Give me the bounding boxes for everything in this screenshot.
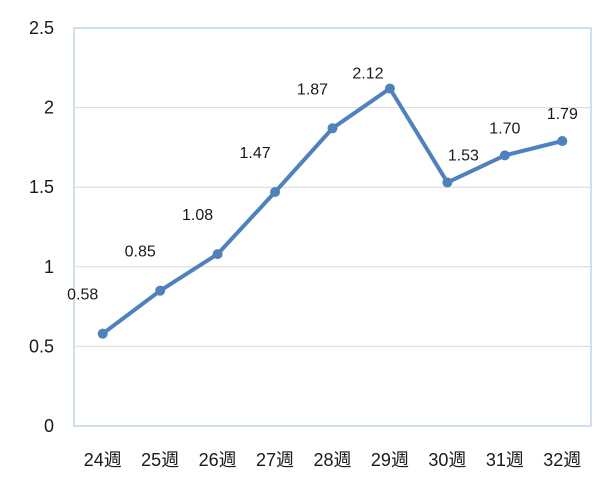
y-tick-label: 0.5 [29, 336, 54, 356]
y-tick-label: 2 [44, 98, 54, 118]
data-label: 1.70 [489, 120, 520, 137]
data-point [97, 328, 108, 339]
markers-group [97, 83, 568, 339]
data-label: 1.87 [297, 81, 328, 98]
x-tick-label: 32週 [543, 450, 581, 470]
x-tick-label: 27週 [256, 450, 294, 470]
data-label: 1.47 [239, 145, 270, 162]
data-point [384, 83, 395, 94]
plot-area [73, 27, 592, 427]
gridlines [74, 107, 591, 347]
data-point [499, 150, 510, 161]
y-tick-label: 0 [44, 416, 54, 436]
data-label: 0.58 [67, 287, 98, 304]
data-label: 1.53 [448, 147, 479, 164]
y-axis: 0 0.5 1 1.5 2 2.5 [29, 18, 54, 436]
y-tick-label: 2.5 [29, 18, 54, 38]
data-label: 1.08 [182, 207, 213, 224]
data-labels-group: 0.58 0.85 1.08 1.47 1.87 2.12 1.53 1.70 1.79 [67, 65, 578, 303]
data-point [212, 249, 223, 260]
x-tick-label: 28週 [313, 450, 351, 470]
x-tick-label: 24週 [84, 450, 122, 470]
x-tick-label: 26週 [199, 450, 237, 470]
x-axis: 24週 25週 26週 27週 28週 29週 30週 31週 32週 [84, 450, 582, 470]
data-label: 0.85 [125, 244, 156, 261]
data-point [327, 123, 338, 134]
x-tick-label: 30週 [428, 450, 466, 470]
data-label: 2.12 [352, 65, 383, 82]
x-tick-label: 31週 [486, 450, 524, 470]
y-tick-label: 1.5 [29, 177, 54, 197]
data-point [442, 177, 453, 188]
data-point [557, 136, 568, 147]
y-tick-label: 1 [44, 257, 54, 277]
x-tick-label: 25週 [141, 450, 179, 470]
data-label: 1.79 [547, 106, 578, 123]
x-tick-label: 29週 [371, 450, 409, 470]
plot-border [73, 27, 592, 427]
data-point [155, 285, 166, 296]
data-point [270, 186, 281, 197]
